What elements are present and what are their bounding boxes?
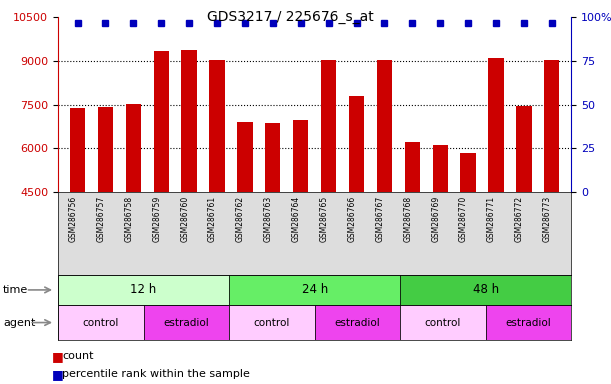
Bar (58, 305, 144, 340)
Bar (488, 58, 503, 192)
Text: GSM286757: GSM286757 (97, 196, 106, 242)
Text: ■: ■ (52, 368, 64, 381)
Bar (126, 104, 141, 192)
Bar (98, 107, 113, 192)
Text: 12 h: 12 h (131, 283, 156, 296)
Text: estradiol: estradiol (164, 318, 209, 328)
Text: GSM286764: GSM286764 (291, 196, 301, 242)
Text: GSM286756: GSM286756 (68, 196, 78, 242)
Bar (265, 123, 280, 192)
Bar (404, 142, 420, 192)
Bar (229, 275, 400, 305)
Bar (544, 60, 560, 192)
Text: GSM286763: GSM286763 (264, 196, 273, 242)
Bar (229, 305, 315, 340)
Bar (58, 275, 229, 305)
Text: percentile rank within the sample: percentile rank within the sample (62, 369, 250, 379)
Bar (516, 106, 532, 192)
Text: GSM286767: GSM286767 (375, 196, 384, 242)
Text: GSM286766: GSM286766 (348, 196, 356, 242)
Text: count: count (62, 351, 94, 361)
Bar (486, 305, 571, 340)
Bar (210, 60, 225, 192)
Bar (400, 305, 486, 340)
Bar (461, 153, 476, 192)
Bar (153, 51, 169, 192)
Text: ■: ■ (52, 350, 64, 363)
Text: GSM286768: GSM286768 (403, 196, 412, 242)
Text: GSM286770: GSM286770 (459, 196, 468, 242)
Text: GSM286762: GSM286762 (236, 196, 245, 242)
Bar (321, 60, 336, 192)
Text: GSM286772: GSM286772 (515, 196, 524, 242)
Bar (433, 146, 448, 192)
Text: control: control (254, 318, 290, 328)
Bar (237, 122, 252, 192)
Bar (293, 120, 309, 192)
Text: GSM286769: GSM286769 (431, 196, 440, 242)
Bar (315, 305, 400, 340)
Text: GSM286765: GSM286765 (320, 196, 329, 242)
Text: GDS3217 / 225676_s_at: GDS3217 / 225676_s_at (207, 10, 373, 23)
Bar (400, 275, 571, 305)
Bar (181, 50, 197, 192)
Text: 24 h: 24 h (302, 283, 327, 296)
Text: estradiol: estradiol (506, 318, 551, 328)
Text: control: control (425, 318, 461, 328)
Bar (144, 305, 229, 340)
Text: GSM286759: GSM286759 (152, 196, 161, 242)
Text: agent: agent (3, 318, 35, 328)
Bar (349, 96, 364, 192)
Text: GSM286761: GSM286761 (208, 196, 217, 242)
Text: GSM286760: GSM286760 (180, 196, 189, 242)
Bar (70, 108, 86, 192)
Text: time: time (3, 285, 28, 295)
Text: 48 h: 48 h (473, 283, 499, 296)
Text: GSM286771: GSM286771 (487, 196, 496, 242)
Text: control: control (82, 318, 119, 328)
Text: estradiol: estradiol (335, 318, 380, 328)
Text: GSM286758: GSM286758 (125, 196, 133, 242)
Text: GSM286773: GSM286773 (543, 196, 552, 242)
Bar (377, 60, 392, 192)
